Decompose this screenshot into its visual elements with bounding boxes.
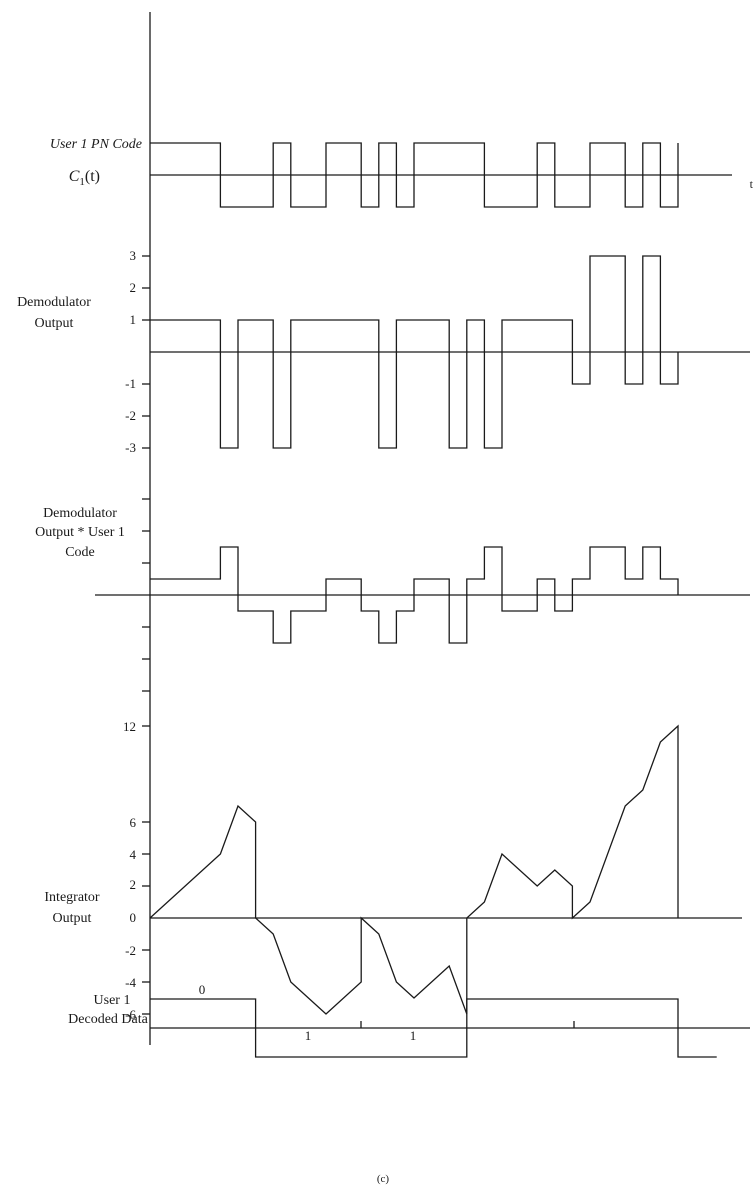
integrator-label-line1: Integrator — [44, 890, 100, 905]
integrator-tick-labels: 12 6 4 2 0 -2 -4 -6 — [123, 719, 137, 1022]
pn-code-symbol: C1(t) — [69, 168, 100, 188]
demod-label-line1: Demodulator — [17, 295, 91, 310]
figure-caption: (c) — [377, 1173, 390, 1185]
integrator-tick-label: 2 — [130, 877, 137, 892]
integrator-tick-label: -2 — [125, 943, 136, 958]
decoded-bit-label: 1 — [305, 1028, 312, 1043]
integrator-tick-label: -4 — [125, 975, 136, 990]
integrator-output-waveform — [149, 724, 679, 1015]
pn-code-waveform — [150, 142, 679, 208]
product-label-line3: Code — [65, 545, 95, 560]
integrator-tick-marks — [142, 725, 150, 1015]
demodulator-output-waveform — [150, 255, 679, 449]
demod-tick-marks — [142, 255, 150, 449]
t-axis-label: t — [750, 177, 754, 191]
demod-tick-label: -1 — [125, 376, 136, 391]
demod-label-line2: Output — [35, 316, 74, 331]
decoded-bit-label: 0 — [199, 982, 206, 997]
decoded-bit-label: 1 — [410, 1028, 417, 1043]
decoded-data-waveform — [150, 998, 717, 1058]
pn-code-label: User 1 PN Code — [50, 137, 142, 152]
decoded-label-line1: User 1 — [94, 993, 131, 1008]
demod-tick-label: 1 — [130, 312, 137, 327]
demod-tick-label: 3 — [130, 248, 137, 263]
demod-tick-label: -2 — [125, 408, 136, 423]
demod-tick-labels: 3 2 1 -1 -2 -3 — [125, 248, 136, 455]
integrator-tick-label: 12 — [123, 719, 136, 734]
integrator-tick-label: 0 — [130, 910, 137, 925]
product-label-line2: Output * User 1 — [35, 525, 125, 540]
integrator-tick-label: 6 — [130, 815, 137, 830]
product-tick-marks — [142, 498, 150, 692]
demod-tick-label: 2 — [130, 280, 137, 295]
demod-tick-label: -3 — [125, 440, 136, 455]
integrator-tick-label: -6 — [125, 1007, 136, 1022]
product-waveform — [150, 546, 679, 644]
decoded-label-line2: Decoded Data — [68, 1012, 148, 1027]
decoded-tick-marks — [360, 1021, 575, 1028]
integrator-label-line2: Output — [53, 911, 92, 926]
integrator-tick-label: 4 — [130, 847, 137, 862]
product-label-line1: Demodulator — [43, 506, 117, 521]
